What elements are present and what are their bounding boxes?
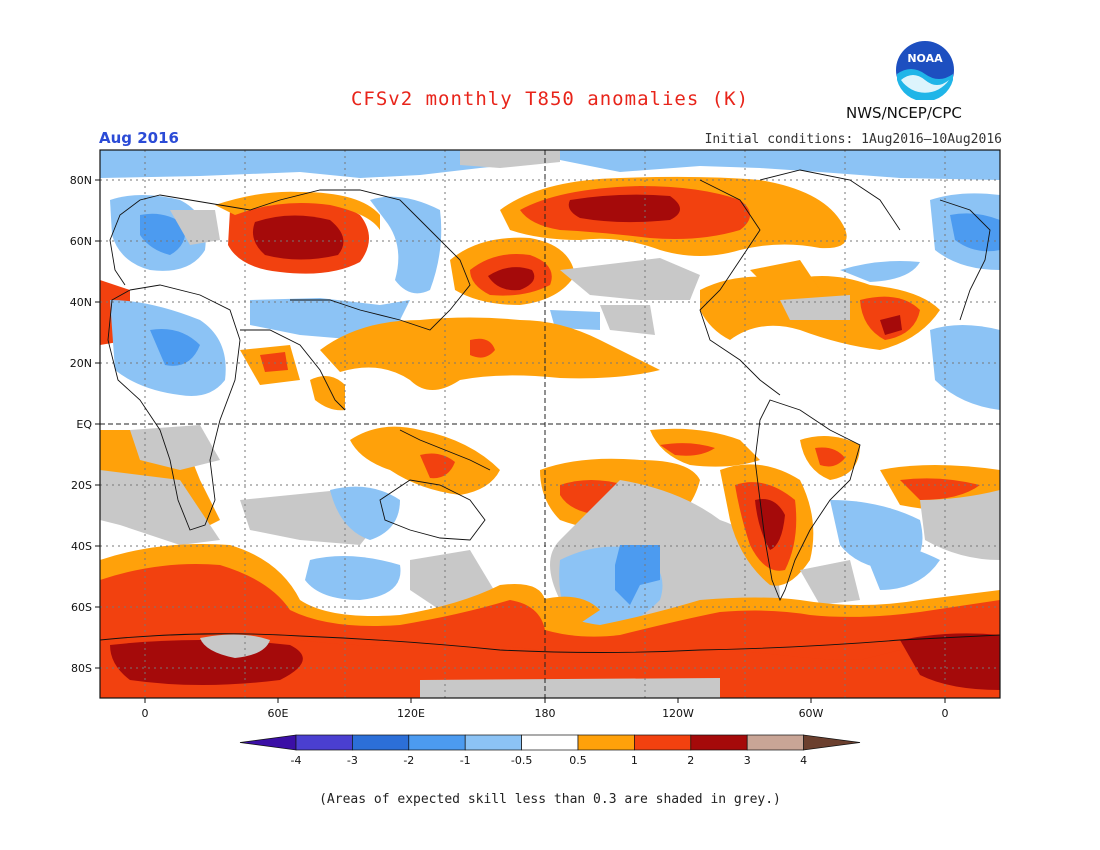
legend-swatch [690, 734, 748, 751]
lat-labels: 80N 60N 40N 20N EQ 20S 40S 60S 80S [70, 174, 93, 675]
legend-label: -1 [460, 754, 471, 767]
agency-label: NWS/NCEP/CPC [846, 104, 962, 122]
lat-label: 40S [71, 540, 92, 553]
lon-label: 60W [799, 707, 824, 720]
legend-swatch [746, 734, 804, 751]
lon-label: 0 [942, 707, 949, 720]
lon-label: 120E [397, 707, 425, 720]
lat-label: 40N [70, 296, 92, 309]
legend-arrow-high [803, 734, 861, 751]
legend-label: 2 [687, 754, 694, 767]
legend-swatch [634, 734, 692, 751]
lon-label: 120W [662, 707, 694, 720]
lat-label: 80N [70, 174, 92, 187]
lat-label: 20N [70, 357, 92, 370]
lon-label: 180 [535, 707, 556, 720]
legend-label: -4 [291, 754, 302, 767]
lon-label: 0 [142, 707, 149, 720]
legend-label: -2 [403, 754, 414, 767]
legend-swatch [352, 734, 410, 751]
lon-labels: 0 60E 120E 180 120W 60W 0 [142, 707, 949, 720]
legend-swatch [521, 734, 579, 751]
lon-label: 60E [268, 707, 289, 720]
legend-swatch [408, 734, 466, 751]
noaa-logo-icon: NOAA [896, 41, 954, 100]
lat-label: 60N [70, 235, 92, 248]
initial-conditions: Initial conditions: 1Aug2016–10Aug2016 [704, 132, 1002, 147]
svg-text:NOAA: NOAA [907, 52, 943, 65]
legend-arrow-low [239, 734, 297, 751]
lat-label: EQ [76, 418, 92, 431]
forecast-month: Aug 2016 [99, 129, 179, 147]
lat-label: 20S [71, 479, 92, 492]
lat-label: 80S [71, 662, 92, 675]
legend-label: 0.5 [569, 754, 587, 767]
map-title: CFSv2 monthly T850 anomalies (K) [350, 88, 750, 110]
legend-label: -0.5 [511, 754, 532, 767]
legend-label: -3 [347, 754, 358, 767]
coastlines [100, 169, 1000, 653]
skill-caption: (Areas of expected skill less than 0.3 a… [319, 792, 781, 807]
legend-label: 1 [631, 754, 638, 767]
legend-swatch [295, 734, 353, 751]
anomaly-field [100, 150, 1000, 698]
color-legend: -4 -3 -2 -1 -0.5 0.5 1 2 3 4 [239, 734, 861, 767]
legend-swatch [577, 734, 635, 751]
map-frame [99, 149, 1001, 699]
legend-label: 3 [744, 754, 751, 767]
legend-swatch [464, 734, 522, 751]
lat-label: 60S [71, 601, 92, 614]
legend-label: 4 [800, 754, 807, 767]
